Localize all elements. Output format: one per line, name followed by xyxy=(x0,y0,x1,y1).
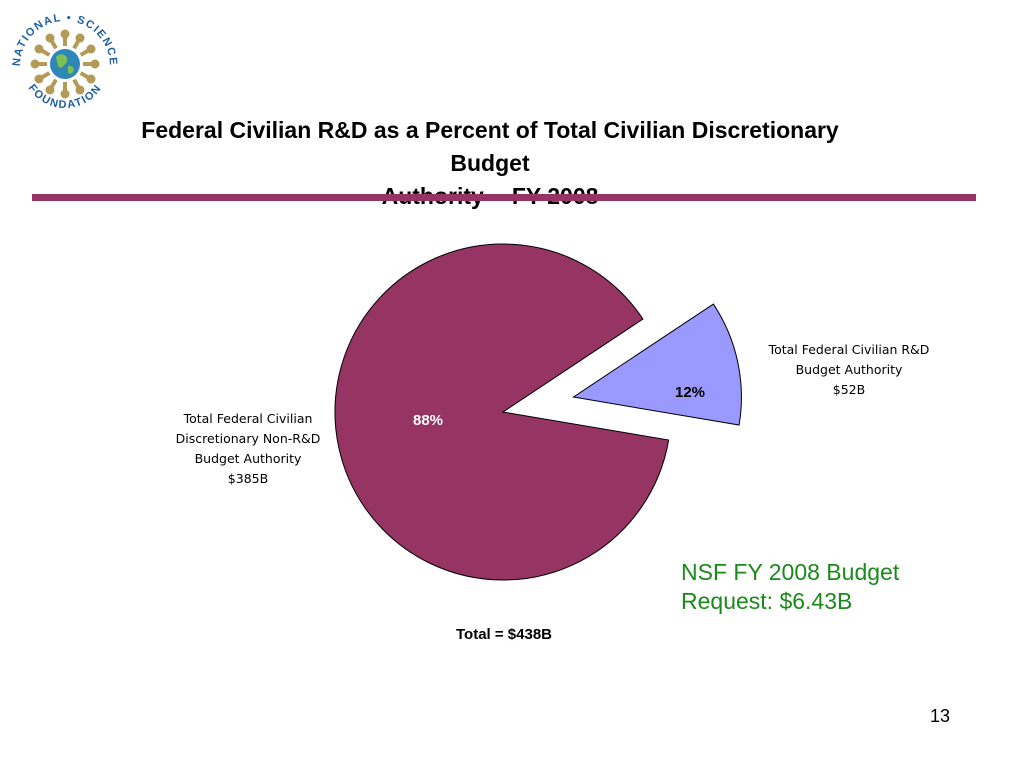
logo-figure-body xyxy=(72,37,82,50)
slice-label-rd-line-2: Budget Authority xyxy=(796,362,903,377)
logo-figure-body xyxy=(38,47,51,57)
title-divider xyxy=(32,194,976,201)
nsf-budget-note-line-1: NSF FY 2008 Budget xyxy=(681,559,900,585)
nsf-logo-icon: NATIONAL • SCIENCE FOUNDATION xyxy=(11,12,118,111)
nsf-budget-note: NSF FY 2008 Budget Request: $6.43B xyxy=(681,558,899,616)
slice-percent-label-rd: 12% xyxy=(675,384,705,401)
chart-total-label: Total = $438B xyxy=(456,626,552,643)
logo-figure-body xyxy=(38,71,51,81)
pie-slice-non-rd xyxy=(334,243,670,581)
slice-label-rd-line-3: $52B xyxy=(833,382,865,397)
slice-label-non-rd-line-3: Budget Authority xyxy=(195,451,302,466)
logo-figure-body xyxy=(72,78,82,91)
slice-label-non-rd-line-4: $385B xyxy=(228,471,268,486)
logo-figure-body xyxy=(48,78,58,91)
nsf-budget-note-line-2: Request: $6.43B xyxy=(681,588,853,614)
logo-figure-body xyxy=(79,71,92,81)
page-number: 13 xyxy=(930,706,951,726)
slice-label-rd-line-1: Total Federal Civilian R&D xyxy=(768,342,930,357)
page-title: Federal Civilian R&D as a Percent of Tot… xyxy=(100,114,880,213)
slice-label-non-rd-line-1: Total Federal Civilian xyxy=(183,411,313,426)
logo-figure-body xyxy=(79,47,92,57)
slice-label-non-rd-line-2: Discretionary Non-R&D xyxy=(176,431,321,446)
slice-percent-label-non-rd: 88% xyxy=(413,412,443,429)
logo-figure-body xyxy=(48,37,58,50)
pie-slice-rd xyxy=(572,303,742,426)
title-line-1: Federal Civilian R&D as a Percent of Tot… xyxy=(141,117,839,176)
